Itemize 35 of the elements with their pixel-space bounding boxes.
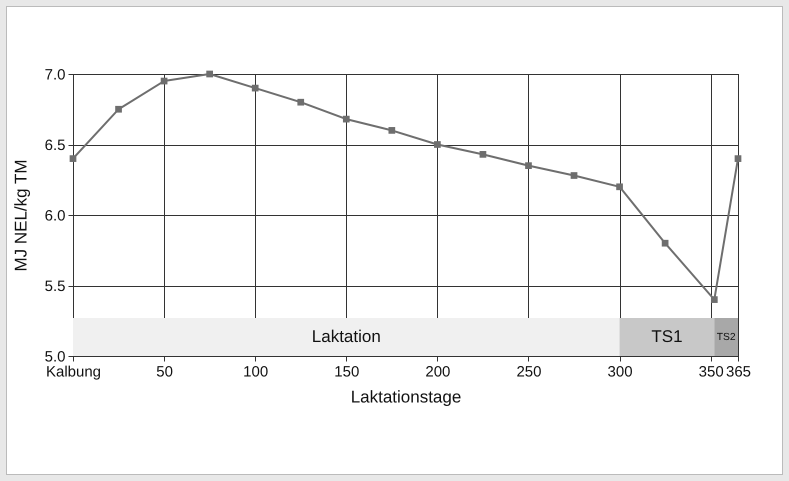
x-tick-label: 350 xyxy=(698,364,724,380)
point xyxy=(206,70,213,78)
y-tick-label: 6.5 xyxy=(44,137,66,154)
band-label: Laktation xyxy=(312,327,381,346)
point xyxy=(710,296,718,303)
band-label: TS2 xyxy=(716,332,736,343)
point xyxy=(734,155,742,162)
y-tick-label: 5.0 xyxy=(44,348,66,366)
x-tick-label: 150 xyxy=(334,364,360,380)
point xyxy=(480,151,486,158)
x-axis-title: Laktationstage xyxy=(350,388,462,406)
x-tick-label: Kalbung xyxy=(46,364,102,380)
x-tick-label: 50 xyxy=(156,364,173,380)
point xyxy=(616,183,623,190)
y-tick-label: 6.0 xyxy=(44,208,66,224)
point xyxy=(297,98,304,106)
x-tick-label: 100 xyxy=(243,364,268,380)
y-tick-label: 7.0 xyxy=(44,66,66,84)
point xyxy=(434,141,441,148)
point xyxy=(388,127,396,134)
x-tick-label: 200 xyxy=(425,364,450,380)
y-axis-title: MJ NEL/kg TM xyxy=(12,159,31,272)
x-tick-label: 250 xyxy=(516,364,542,380)
point xyxy=(70,155,76,162)
point xyxy=(342,116,350,122)
x-tick-label: 300 xyxy=(608,364,633,380)
point xyxy=(115,106,122,113)
point xyxy=(252,84,259,92)
point xyxy=(570,172,578,179)
band-label: TS1 xyxy=(651,327,683,346)
x-tick-label: 365 xyxy=(726,364,752,380)
point xyxy=(525,162,532,170)
y-tick-label: 5.5 xyxy=(44,278,66,295)
point xyxy=(160,78,168,84)
point xyxy=(662,240,668,247)
